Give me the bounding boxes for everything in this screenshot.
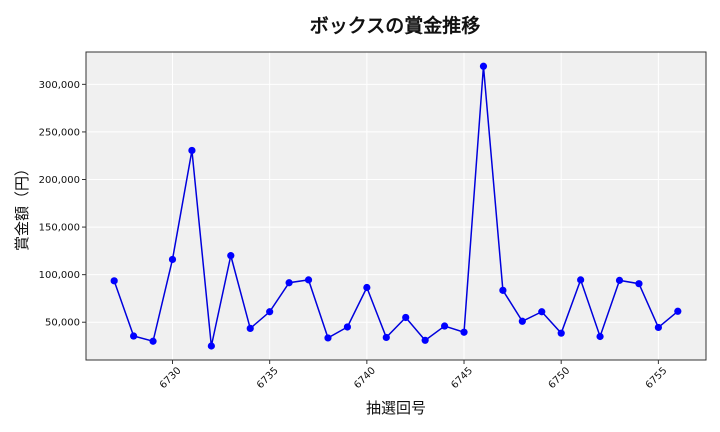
- data-point: [518, 317, 526, 325]
- plot-frame: [85, 51, 707, 361]
- chart-title: ボックスの賞金推移: [310, 14, 480, 37]
- data-point: [615, 276, 624, 284]
- data-point: [207, 342, 215, 350]
- data-point: [130, 332, 138, 340]
- x-axis-label: 抽選回号: [366, 399, 426, 417]
- y-axis-label: 賞金額（円）: [13, 161, 31, 251]
- data-point: [343, 323, 352, 331]
- data-point: [402, 313, 410, 322]
- y-tick-label: 300,000: [39, 80, 80, 91]
- data-point: [188, 146, 196, 155]
- data-point: [168, 255, 177, 264]
- data-point: [382, 333, 390, 342]
- x-tick-label: 6750: [547, 365, 573, 391]
- data-point: [110, 277, 118, 285]
- x-tick-label: 6740: [352, 365, 378, 391]
- x-tick-label: 6735: [255, 365, 281, 391]
- x-tick-label: 6745: [449, 365, 475, 391]
- grid: [86, 52, 706, 360]
- data-point: [635, 280, 643, 288]
- data-point: [499, 286, 507, 294]
- y-tick-label: 200,000: [39, 175, 80, 186]
- data-point: [304, 276, 313, 284]
- y-tick-label: 100,000: [39, 270, 80, 281]
- data-point: [227, 252, 235, 260]
- data-point: [596, 332, 604, 341]
- series-line: [113, 66, 679, 347]
- y-tick-label: 50,000: [45, 318, 80, 329]
- data-point: [538, 308, 546, 316]
- y-tick-label: 250,000: [39, 127, 80, 138]
- data-point: [246, 324, 254, 333]
- data-point: [363, 283, 371, 292]
- data-point: [479, 62, 488, 70]
- data-point: [149, 337, 157, 345]
- data-point: [674, 307, 682, 315]
- x-tick-label: 6730: [158, 365, 184, 391]
- series: [110, 62, 682, 350]
- data-point: [324, 334, 332, 342]
- plot-area: [86, 52, 706, 360]
- y-tick-label: 150,000: [39, 223, 80, 234]
- data-point: [460, 328, 468, 336]
- data-point: [654, 323, 662, 332]
- data-point: [266, 308, 274, 316]
- data-point: [285, 279, 293, 287]
- data-point: [421, 336, 429, 344]
- data-point: [440, 322, 449, 330]
- data-point: [557, 329, 565, 337]
- x-tick-label: 6755: [644, 365, 670, 391]
- data-point: [577, 276, 585, 284]
